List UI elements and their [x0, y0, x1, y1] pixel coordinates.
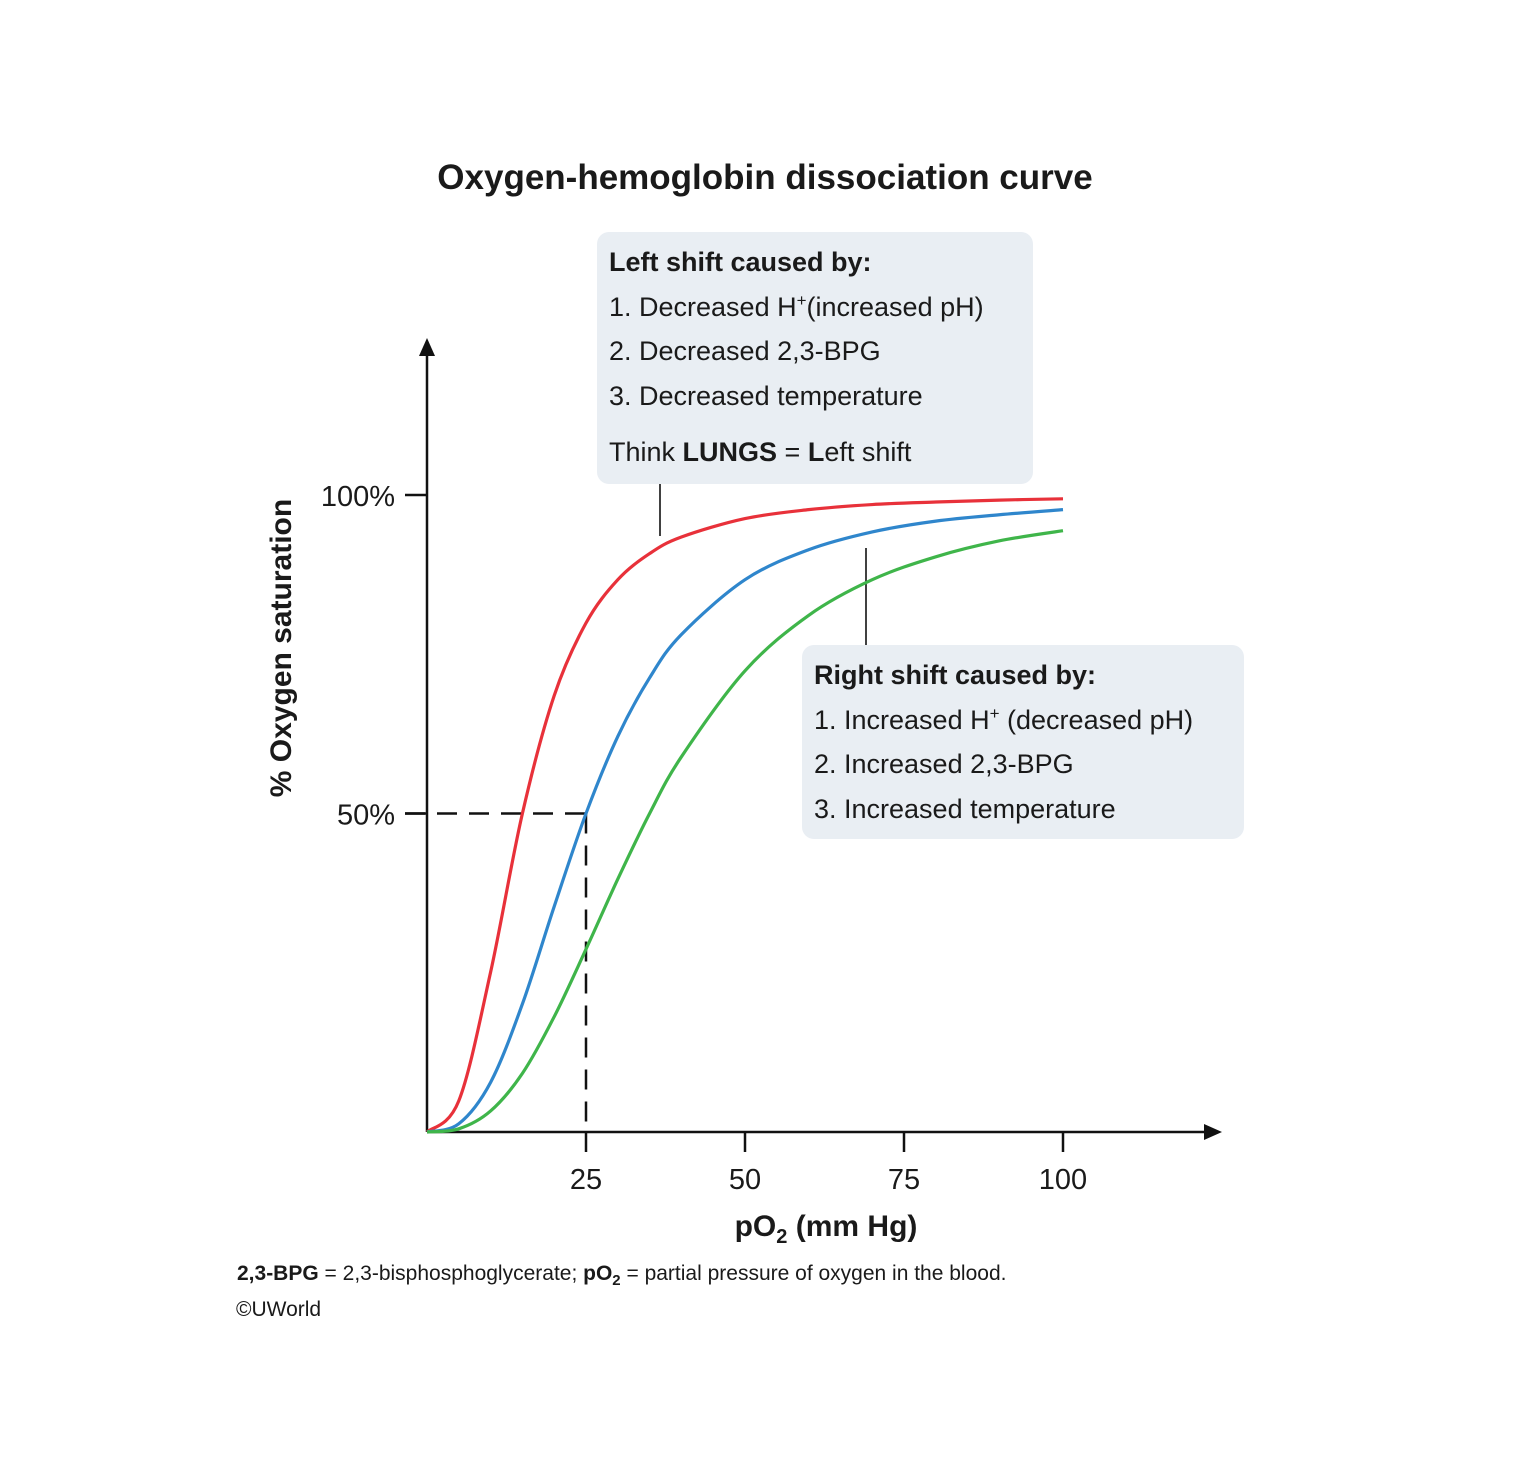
ticks: 25 50 75 100 50% 100% [321, 481, 1087, 1196]
right-shift-annotation: Right shift caused by: 1. Increased H+ (… [802, 645, 1244, 839]
curves [425, 497, 1064, 1134]
axes [405, 338, 1222, 1140]
x-tick-label: 75 [888, 1164, 920, 1196]
left-shift-item-2: 2. Decreased 2,3-BPG [609, 336, 881, 366]
right-shift-item-2: 2. Increased 2,3-BPG [814, 749, 1074, 779]
x-tick-label: 25 [570, 1164, 602, 1196]
chart-title: Oxygen-hemoglobin dissociation curve [437, 158, 1093, 197]
y-axis-label: % Oxygen saturation [265, 498, 298, 798]
left-shift-item-1: 1. Decreased H+(increased pH) [609, 290, 984, 322]
right-shift-item-1: 1. Increased H+ (decreased pH) [814, 703, 1194, 735]
right-shift-item-3: 3. Increased temperature [814, 793, 1116, 824]
x-tick-label: 50 [729, 1164, 761, 1196]
left-shift-curve [425, 497, 1064, 1134]
copyright: ©UWorld [236, 1298, 322, 1321]
x-tick-label: 100 [1039, 1164, 1087, 1196]
right-shift-heading: Right shift caused by: [814, 660, 1097, 690]
y-tick-label: 100% [321, 481, 395, 513]
y-tick-label: 50% [337, 800, 395, 832]
left-shift-mnemonic: Think LUNGS = Left shift [609, 437, 912, 467]
left-shift-heading: Left shift caused by: [609, 247, 872, 277]
footnote: 2,3-BPG = 2,3-bisphosphoglycerate; pO2 =… [237, 1262, 1007, 1290]
left-shift-annotation: Left shift caused by: 1. Decreased H+(in… [597, 232, 1033, 484]
x-axis-label: pO2 (mm Hg) [734, 1210, 918, 1248]
right-shift-curve [426, 529, 1064, 1134]
normal-curve [426, 508, 1064, 1134]
left-shift-item-3: 3. Decreased temperature [609, 380, 923, 411]
y-axis-arrow [419, 338, 435, 356]
x-axis-arrow [1204, 1124, 1222, 1140]
